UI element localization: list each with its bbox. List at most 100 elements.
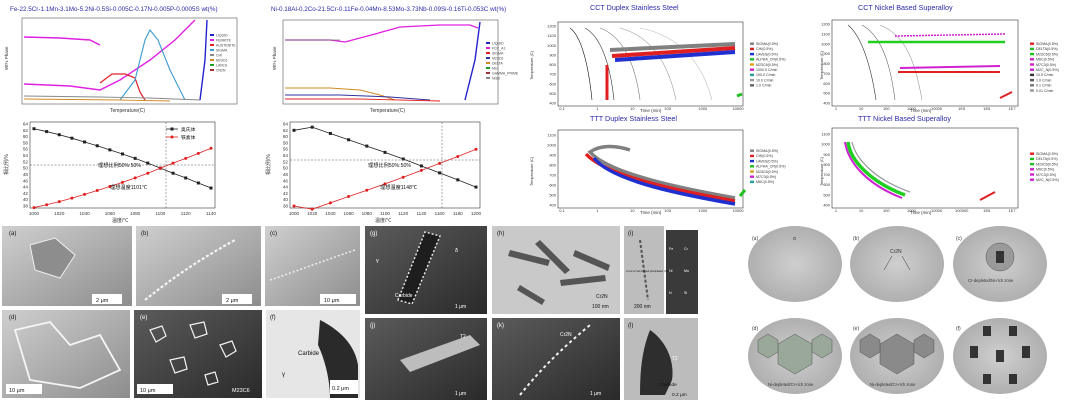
ratio2-plot-area [289,121,481,209]
ratio1-point [133,156,137,160]
ratio2-ytick: 56 [283,147,289,152]
ratio2-point [292,204,296,208]
ttt-duplex-xlabel: Time (min) [640,210,662,215]
ratio2-point [310,125,314,129]
cct-duplex-legend-item: 100.0 C/min [756,73,775,77]
svg-text:GAMMA_PRIME: GAMMA_PRIME [492,72,519,76]
micro-h-texture [508,240,610,305]
micro-i-eds-element: Cr [684,247,689,251]
cct-duplex-band-chi [611,46,736,58]
cct-duplex-ytick: 900 [549,52,556,57]
ratio1-point [57,133,61,137]
ratio2-ytick: 62 [283,128,289,133]
ttt-duplex-ytick: 1000 [547,143,557,148]
ttt-duplex-ytick: 500 [549,193,556,198]
ttt-ni-legend-item: M7C3(0.5%) [1036,173,1056,177]
ratio2-point [292,128,296,132]
ratio1-point [171,171,175,175]
ttt-duplex-yticks: 1100 1000 900 800 700 600 500 400 [547,133,557,208]
ttt-ni-band-gray [851,141,911,193]
micro-f-scale: 0.2 μm [332,386,349,392]
cct-ni-yticks: 1200 1100 1000 900 800 700 600 500 400 [821,22,831,106]
phase-fe-legend: LIQUID FERRITE AUSTENITE SIGMA CHI M23C6… [210,34,236,73]
micro-k [492,318,620,400]
cct-ni-legend-swatch [1030,68,1034,71]
ttt-ni-legend-swatch [1030,152,1034,155]
micro-f-scalebox [330,380,358,394]
ratio2-point [383,150,387,154]
ratio2-ytick: 44 [283,185,289,190]
schem-b-cr2n: Cr2N [890,249,902,255]
cct-ni-title: CCT Nickel Based Superalloy [858,3,953,12]
ttt-ni-ytick: 1100 [821,132,830,137]
schem-d-label: (d) [752,326,758,332]
micrographs-middle: (g) (h) (i) (j) (k) (l) Carbide γ δ 1 μm… [365,226,698,400]
cct-duplex-legend-swatch [750,47,754,51]
ratio2-ytick: 54 [283,153,289,158]
schem-b-label: (b) [853,236,859,242]
ratio2-ytick: 40 [283,197,289,202]
cct-duplex-legend-swatch [750,68,754,71]
svg-text:FCC_A1: FCC_A1 [492,47,505,51]
ratio1-point [95,144,99,148]
cct-ni-ylabel: Temperature (C) [819,50,824,80]
ttt-duplex-ytick: 800 [549,163,556,168]
micro-a-scale: 2 μm [96,298,109,304]
micro-g-carbide: Carbide [395,293,413,299]
micro-a-texture [29,237,76,279]
ratio2-point [456,178,460,182]
ttt-duplex-legend-swatch [750,180,754,184]
ttt-ni-legend-swatch [1030,162,1034,166]
ratio1-point [184,156,188,160]
micro-e [134,310,262,398]
phase-ni-curve-low2 [285,94,431,101]
ttt-ni-xtick: 100 [883,208,890,213]
micro-h-cr2n: Cr2N [596,294,608,300]
ratio1-note-ratio: 理想比例50%:50% [98,161,141,169]
ttt-duplex-legend-item: LAVES(0.5%) [756,159,778,163]
micro-b-label: (b) [141,231,148,237]
cct-ni-legend-swatch [1030,89,1034,92]
schem-e-hex-l [859,333,881,359]
ttt-duplex-legend-item: CHI(0.5%) [756,154,773,158]
ratio1-point [45,130,49,134]
ratio2-point [365,144,369,148]
svg-text:SIGMA: SIGMA [492,52,504,56]
schem-c-zone: Cr-depleted/Ni-rich zone [968,278,1014,283]
phase-ni-legend: LIQUID FCC_A1 SIGMA M23C6 DELTA MU GAMMA… [486,42,519,81]
svg-text:CR2N: CR2N [216,69,226,73]
ttt-duplex-legend-swatch [750,175,754,178]
cct-duplex-legend: SIGMA(0.5%)CHI(0.5%)LAVES(0.5%) ALPHA_CR(… [750,42,786,88]
micro-l-carbide: Carbide [660,382,677,388]
ratio1-point [57,200,61,204]
ratio1-ytick: 58 [23,140,29,145]
ttt-duplex-ytick: 400 [549,203,556,208]
ttt-duplex-legend-item: ALPHA_CR(0.5%) [756,165,786,169]
ratio1-ylabel: 相比例/% [3,154,10,175]
ratio2-point [419,164,423,168]
ttt-ni-ytick: 900 [823,152,830,157]
cct-ni-legend-item: 0.1 C/min [1036,84,1051,88]
cct-ni-legend-item: 10.0 C/min [1036,73,1053,77]
schem-b-arrow-1 [883,255,893,271]
ratio1-ytick: 60 [23,134,29,139]
cct-ni-legend-swatch [1030,84,1034,87]
ratio2-note-ratio: 理想比例50%:50% [368,161,411,169]
ratio1-point [146,171,150,175]
cct-duplex-legend-item: 1000.0 C/min [756,68,777,72]
schem-f-label: (f) [956,326,961,332]
cct-ni-ytick: 900 [823,51,830,56]
ratio1-ytick: 40 [23,197,29,202]
ratio1-point [158,166,162,170]
cct-ni-ytick: 500 [823,91,830,96]
ratio2-ytick: 50 [283,166,289,171]
svg-text:CHI: CHI [216,54,222,58]
ratio1-point [32,206,36,210]
ttt-duplex-legend-item: M23C6(0.5%) [756,170,778,174]
ttt-ni-legend-swatch [1030,157,1034,161]
ratio2-xtick: 1060 [343,211,354,216]
cct-ni-legend-item: 0.01 C/min [1036,89,1053,93]
phase-fe-curve-sigma [99,73,146,101]
ratio1-xtick: 1140 [206,211,216,216]
